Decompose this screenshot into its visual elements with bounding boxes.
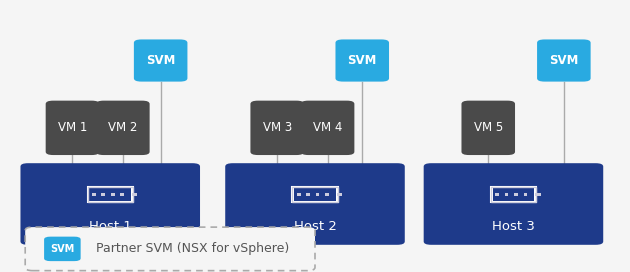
Text: VM 3: VM 3	[263, 121, 292, 134]
FancyBboxPatch shape	[46, 101, 100, 155]
Bar	[297, 193, 301, 196]
Bar	[491, 187, 536, 202]
FancyBboxPatch shape	[134, 39, 188, 82]
Text: Host 3: Host 3	[492, 220, 535, 233]
Bar	[536, 193, 541, 196]
FancyBboxPatch shape	[537, 39, 591, 82]
Bar	[294, 188, 336, 201]
Bar	[491, 187, 536, 202]
FancyBboxPatch shape	[25, 227, 315, 271]
Text: Host 1: Host 1	[89, 220, 132, 233]
Bar	[92, 193, 96, 196]
Bar	[101, 193, 105, 196]
FancyBboxPatch shape	[226, 163, 405, 245]
Bar	[325, 193, 329, 196]
Text: Partner SVM (NSX for vSphere): Partner SVM (NSX for vSphere)	[96, 242, 290, 255]
FancyBboxPatch shape	[20, 163, 200, 245]
Text: VM 2: VM 2	[108, 121, 137, 134]
Bar	[493, 188, 534, 201]
FancyBboxPatch shape	[96, 101, 150, 155]
FancyBboxPatch shape	[461, 101, 515, 155]
Bar	[495, 193, 499, 196]
Text: VM 1: VM 1	[58, 121, 87, 134]
Text: Host 2: Host 2	[294, 220, 336, 233]
Bar	[132, 193, 137, 196]
Bar	[316, 193, 319, 196]
Text: SVM: SVM	[549, 54, 578, 67]
Bar	[524, 193, 527, 196]
FancyBboxPatch shape	[301, 101, 354, 155]
Text: SVM: SVM	[50, 244, 74, 254]
FancyBboxPatch shape	[335, 39, 389, 82]
Bar	[88, 187, 133, 202]
FancyBboxPatch shape	[423, 163, 604, 245]
Text: SVM: SVM	[348, 54, 377, 67]
Text: VM 5: VM 5	[474, 121, 503, 134]
Bar	[505, 193, 508, 196]
Bar	[337, 193, 342, 196]
Bar	[89, 188, 131, 201]
Bar	[306, 193, 310, 196]
Text: SVM: SVM	[146, 54, 175, 67]
Bar	[292, 187, 338, 202]
Bar	[514, 193, 518, 196]
FancyBboxPatch shape	[44, 237, 81, 261]
Bar	[120, 193, 124, 196]
Bar	[111, 193, 115, 196]
FancyBboxPatch shape	[251, 101, 304, 155]
Bar	[292, 187, 338, 202]
Text: VM 4: VM 4	[313, 121, 342, 134]
Bar	[88, 187, 133, 202]
